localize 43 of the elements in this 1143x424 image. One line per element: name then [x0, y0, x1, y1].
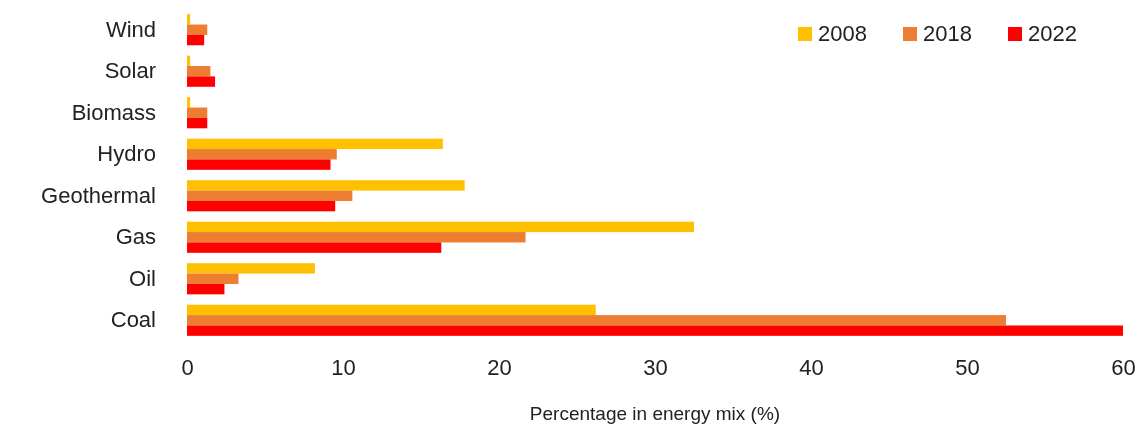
x-tick-label: 20 [487, 355, 512, 380]
bar [187, 273, 239, 284]
legend-label: 2018 [923, 21, 972, 46]
bar [187, 190, 353, 201]
bar [187, 304, 596, 316]
bar [187, 325, 1123, 336]
bar [187, 149, 337, 160]
bar [187, 263, 315, 274]
bar [187, 315, 1006, 326]
y-tick-label: Geothermal [41, 182, 156, 208]
bar [187, 14, 191, 25]
bar [187, 283, 225, 295]
bar [187, 76, 216, 87]
x-tick-label: 10 [331, 355, 356, 380]
y-tick-label: Oil [129, 265, 156, 291]
x-tick-label: 60 [1111, 355, 1136, 380]
y-tick-label: Coal [110, 307, 156, 333]
y-tick-label: Wind [105, 16, 156, 42]
legend-label: 2008 [818, 21, 867, 46]
bar [187, 117, 208, 129]
x-axis-title: Percentage in energy mix (%) [529, 403, 781, 424]
bar [187, 24, 208, 35]
y-tick-label: Solar [104, 58, 156, 84]
bar [187, 221, 694, 233]
x-tick-label: 30 [643, 355, 668, 380]
bar [187, 107, 208, 118]
x-tick-label: 0 [181, 355, 194, 380]
bar [187, 55, 191, 67]
y-tick-label: Gas [115, 224, 156, 250]
bar [187, 159, 331, 170]
bar [187, 242, 442, 253]
y-tick-label: Hydro [97, 141, 156, 167]
x-tick-label: 50 [955, 355, 980, 380]
legend-label: 2022 [1028, 21, 1077, 46]
bar [187, 66, 211, 77]
bar [187, 180, 465, 191]
bar [187, 232, 526, 243]
bar [187, 34, 205, 46]
y-tick-label: Biomass [71, 99, 156, 125]
bar [187, 200, 336, 212]
bar [187, 97, 191, 108]
bar [187, 138, 443, 150]
x-tick-label: 40 [799, 355, 824, 380]
